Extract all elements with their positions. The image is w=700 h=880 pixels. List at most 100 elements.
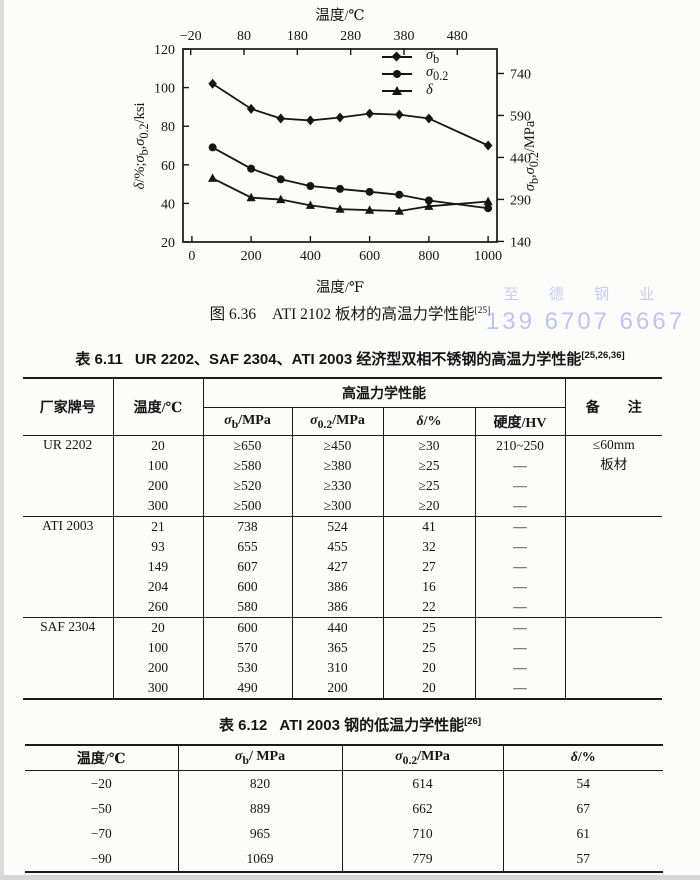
svg-text:290: 290 <box>510 193 531 208</box>
table1-number: 表 6.11 <box>75 351 123 368</box>
data-cell: 580 <box>202 597 292 618</box>
data-cell: 300 <box>112 496 203 517</box>
brand-cell: SAF 2304 <box>23 617 113 699</box>
data-cell: 61 <box>502 821 663 846</box>
data-cell: ≥650 <box>202 435 292 456</box>
table2-header-sigma-b: σb/ MPa <box>177 745 342 771</box>
data-cell: 200 <box>112 658 203 678</box>
data-cell: −50 <box>90 800 112 816</box>
svg-text:80: 80 <box>161 120 175 135</box>
table-612-low-temp-properties: 温度/℃ σb/ MPa σ0.2/MPa δ/% −20 820 614 54 −50… <box>25 744 663 873</box>
data-cell: 20 <box>112 617 203 638</box>
data-cell: 300 <box>112 678 203 699</box>
svg-text:140: 140 <box>510 235 531 250</box>
table2-reference: [26] <box>464 716 482 727</box>
data-cell: 386 <box>291 577 383 597</box>
data-cell: — <box>474 638 565 658</box>
x-top-axis: −20 80 180 280 380 480 <box>180 29 468 55</box>
legend-label: δ <box>426 82 433 98</box>
remark-cell: ≤60mm 板材 <box>564 435 662 517</box>
data-cell: −90 <box>90 850 112 866</box>
svg-text:440: 440 <box>510 151 531 166</box>
data-cell: 22 <box>382 597 475 618</box>
data-cell: 614 <box>341 770 503 796</box>
table1-title: 表 6.11 UR 2202、SAF 2304、ATI 2003 经济型双相不锈钢… <box>0 348 700 369</box>
data-cell: 210~250 <box>474 435 565 456</box>
svg-text:380: 380 <box>393 29 414 44</box>
table2-header: 温度/℃ σb/ MPa σ0.2/MPa δ/% <box>25 745 663 771</box>
table1-title-text: UR 2202、SAF 2304、ATI 2003 经济型双相不锈钢的高温力学性… <box>134 351 582 368</box>
figure-reference: [25] <box>474 305 491 316</box>
series-σ0.2 <box>208 143 493 213</box>
data-cell: 20 <box>382 658 475 678</box>
figure-number: 图 6.36 <box>209 306 257 323</box>
data-cell: — <box>474 658 565 678</box>
svg-text:40: 40 <box>161 197 175 212</box>
data-cell: — <box>474 456 565 476</box>
legend-line <box>382 69 412 78</box>
data-cell: 149 <box>112 557 203 577</box>
table1-header-brand: 厂家牌号 <box>23 378 113 436</box>
data-cell: 25 <box>382 617 475 638</box>
series-σb <box>208 78 493 151</box>
svg-text:400: 400 <box>300 249 321 264</box>
data-cell: 67 <box>502 796 663 821</box>
data-cell: — <box>474 516 565 537</box>
brand-cell: ATI 2003 <box>23 516 113 618</box>
scan-edge-bottom <box>0 875 700 880</box>
svg-text:120: 120 <box>154 43 175 58</box>
data-cell: ≥580 <box>202 456 292 476</box>
table1-header-temp: 温度/℃ <box>112 378 203 436</box>
table2-body: −20 820 614 54 −50 889 662 67 −70 965 710 61 −90 1069… <box>25 770 663 872</box>
data-cell: 16 <box>382 577 475 597</box>
series-δ <box>208 173 493 215</box>
y-left-axis: 20 40 60 80 100 120 <box>154 43 189 251</box>
data-cell: 21 <box>112 516 203 537</box>
table2-number: 表 6.12 <box>218 717 268 734</box>
line-chart-plot: 0 200 400 600 800 1000 −20 80 180 280 380 480 20 40 60… <box>154 29 531 264</box>
data-cell: 20 <box>112 435 203 456</box>
legend-item-delta: δ <box>382 82 448 99</box>
svg-text:0: 0 <box>188 249 195 264</box>
data-cell: 57 <box>502 846 663 872</box>
data-cell: ≥500 <box>202 496 292 517</box>
triangle-marker-icon <box>392 85 402 95</box>
svg-text:1000: 1000 <box>474 249 502 264</box>
data-cell: 310 <box>291 658 383 678</box>
data-cell: 1069 <box>177 846 342 872</box>
data-cell: — <box>474 476 565 496</box>
data-cell: 260 <box>112 597 203 618</box>
circle-marker-icon <box>393 69 401 78</box>
table1-header-hardness: 硬度/HV <box>474 407 565 436</box>
data-cell: 490 <box>202 678 292 699</box>
data-cell: 100 <box>112 638 203 658</box>
data-cell: 710 <box>341 821 503 846</box>
scan-edge-left <box>0 0 4 880</box>
table1-header-delta: δ/% <box>382 407 475 436</box>
svg-text:600: 600 <box>359 249 380 264</box>
data-cell: 965 <box>177 821 342 846</box>
data-cell: 365 <box>291 638 383 658</box>
table2-header-temp: 温度/℃ <box>25 745 178 771</box>
svg-text:180: 180 <box>287 29 308 44</box>
chart-ati2102-properties: 0 200 400 600 800 1000 −20 80 180 280 380 480 20 40 60… <box>130 4 570 304</box>
legend-item-sigma-02: σ0.2 <box>382 64 448 82</box>
table2-title: 表 6.12 ATI 2003 钢的低温力学性能[26] <box>0 714 700 735</box>
y-right-axis-label: σb,σ0.2/MPa <box>522 120 541 192</box>
remark-cell <box>564 617 662 699</box>
table1-header-remark: 备 注 <box>564 378 662 436</box>
data-cell: — <box>474 617 565 638</box>
diamond-marker-icon <box>391 51 402 61</box>
data-cell: ≥20 <box>382 496 475 517</box>
table2-header-delta: δ/% <box>502 745 663 771</box>
legend-label: σb <box>426 46 440 66</box>
data-cell: 779 <box>341 846 503 872</box>
svg-text:100: 100 <box>154 82 175 97</box>
data-cell: ≥300 <box>291 496 383 517</box>
table1-header-sigma-02: σ0.2/MPa <box>291 407 383 436</box>
data-cell: −70 <box>90 825 112 841</box>
x-bottom-axis-label: 温度/℉ <box>315 280 365 296</box>
data-cell: ≥25 <box>382 476 475 496</box>
data-cell: 530 <box>202 658 292 678</box>
data-cell: 93 <box>112 537 203 557</box>
